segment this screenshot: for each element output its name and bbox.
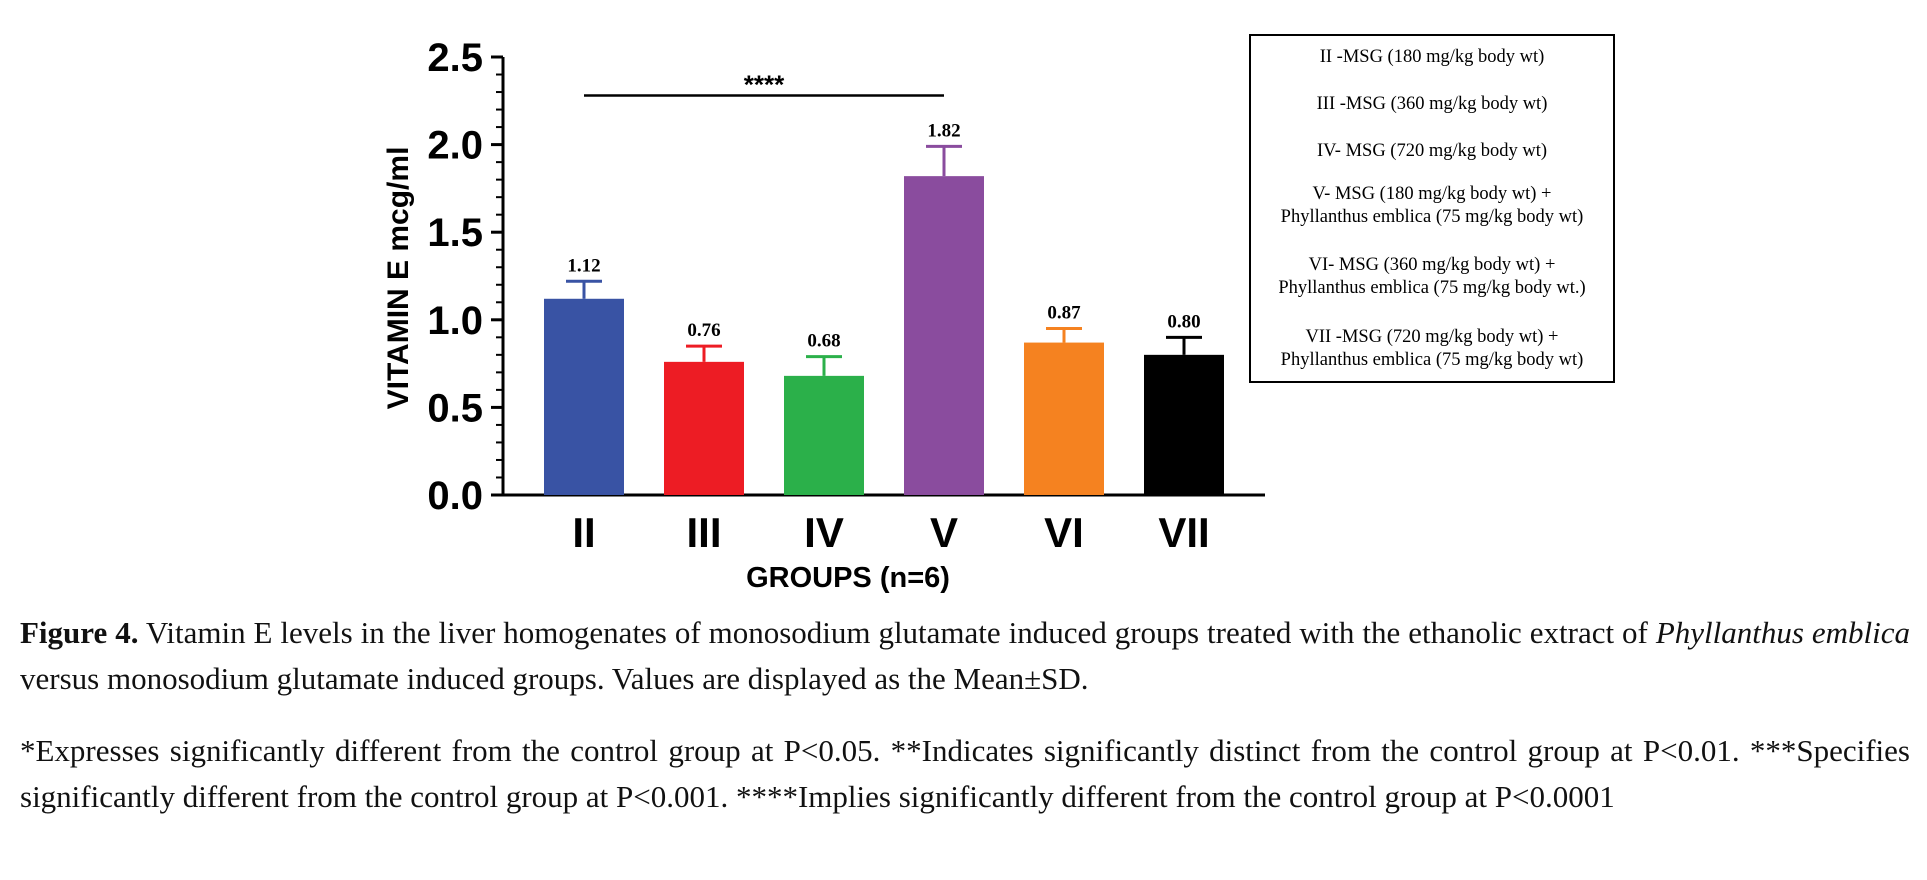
y-tick-label: 2.0: [427, 124, 483, 168]
y-tick-label: 1.0: [427, 299, 483, 343]
legend-box: [1249, 34, 1615, 383]
data-label-IV: 0.68: [807, 331, 840, 352]
vitamin-e-bar-chart: 0.0 0.5 1.0 1.5 2.0 2.5 VITAMIN E mcg/ml 1.12 II…: [382, 34, 1615, 594]
y-tick-label: 0.5: [427, 386, 483, 430]
legend-entry-VII-line-2: Phyllanthus emblica (75 mg/kg body wt): [1281, 350, 1584, 370]
bar-VI: [1024, 342, 1104, 495]
significance-note: *Expresses significantly different from …: [20, 733, 1910, 814]
bar-VII: [1144, 354, 1224, 495]
y-tick-label: 1.5: [427, 211, 483, 255]
y-axis-label: VITAMIN E mcg/ml: [382, 147, 415, 410]
bar-IV: [784, 375, 864, 495]
legend-entry-V-line-1: V- MSG (180 mg/kg body wt) +: [1313, 184, 1552, 204]
y-tick-label: 0.0: [427, 474, 483, 518]
bar-II: [544, 298, 624, 495]
caption-species-italic: Phyllanthus emblica: [1655, 615, 1910, 650]
bar-V: [904, 176, 984, 496]
legend-entry-VI-line-2: Phyllanthus emblica (75 mg/kg body wt.): [1278, 278, 1585, 298]
legend-entry-III-line-1: III -MSG (360 mg/kg body wt): [1317, 94, 1548, 114]
x-tick-label-V: V: [930, 509, 958, 556]
data-label-V: 1.82: [927, 120, 960, 141]
x-tick-label-II: II: [572, 509, 595, 556]
figure-label: Figure 4.: [20, 615, 139, 650]
x-tick-label-VI: VI: [1044, 509, 1084, 556]
legend-entry-VII-line-1: VII -MSG (720 mg/kg body wt) +: [1306, 327, 1559, 347]
significance-stars: ****: [744, 70, 785, 100]
caption-text-before: Vitamin E levels in the liver homogenate…: [138, 615, 1656, 650]
data-label-VI: 0.87: [1047, 303, 1081, 324]
x-tick-label-IV: IV: [804, 509, 844, 556]
data-label-VII: 0.80: [1167, 311, 1200, 332]
caption-text-after: versus monosodium glutamate induced grou…: [20, 661, 1089, 696]
legend-entry-VI-line-1: VI- MSG (360 mg/kg body wt) +: [1309, 255, 1556, 275]
y-tick-label: 2.5: [427, 36, 483, 80]
x-axis-label: GROUPS (n=6): [746, 562, 950, 594]
x-tick-label-VII: VII: [1158, 509, 1209, 556]
legend-entry-IV-line-1: IV- MSG (720 mg/kg body wt): [1317, 141, 1547, 161]
legend-entry-V-line-2: Phyllanthus emblica (75 mg/kg body wt): [1281, 207, 1584, 227]
data-label-II: 1.12: [567, 255, 600, 276]
data-label-III: 0.76: [687, 320, 720, 341]
figure-caption: Figure 4. Vitamin E levels in the liver …: [20, 610, 1910, 702]
legend-entry-II-line-1: II -MSG (180 mg/kg body wt): [1320, 47, 1545, 67]
x-tick-label-III: III: [686, 509, 721, 556]
bar-III: [664, 361, 744, 495]
